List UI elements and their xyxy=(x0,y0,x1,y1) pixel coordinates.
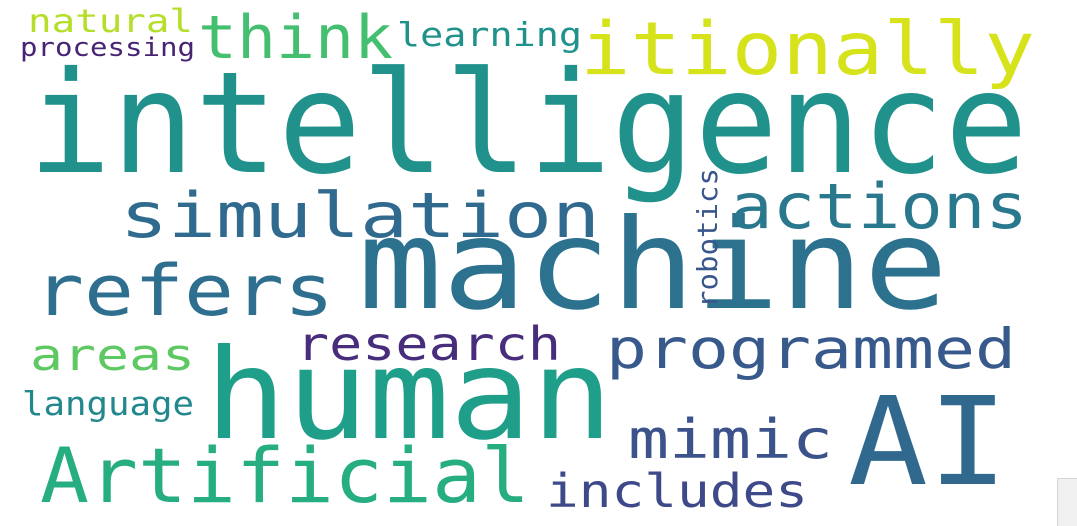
word-learning: learning xyxy=(397,15,582,54)
word-artificial: Artificial xyxy=(40,431,530,520)
word-itionally: itionally xyxy=(580,7,1035,92)
word-actions: actions xyxy=(730,170,1028,243)
word-machine: machine xyxy=(358,193,948,338)
word-areas: areas xyxy=(30,330,195,381)
word-includes: includes xyxy=(546,464,808,518)
word-natural: natural xyxy=(28,2,193,40)
word-refers: refers xyxy=(34,250,334,332)
word-mimic: mimic xyxy=(628,408,833,471)
scrollbar-corner[interactable] xyxy=(1057,478,1077,526)
word-human: human xyxy=(205,323,613,468)
word-ai: AI xyxy=(848,371,1008,513)
word-think: think xyxy=(198,3,393,73)
word-simulation: simulation xyxy=(120,179,600,252)
word-language: language xyxy=(22,384,194,423)
word-robotics: robotics xyxy=(691,168,724,308)
word-intelligence: intelligence xyxy=(28,42,1028,206)
word-research: research xyxy=(296,317,561,371)
word-programmed: programmed xyxy=(606,317,1016,381)
word-processing: processing xyxy=(20,33,195,63)
